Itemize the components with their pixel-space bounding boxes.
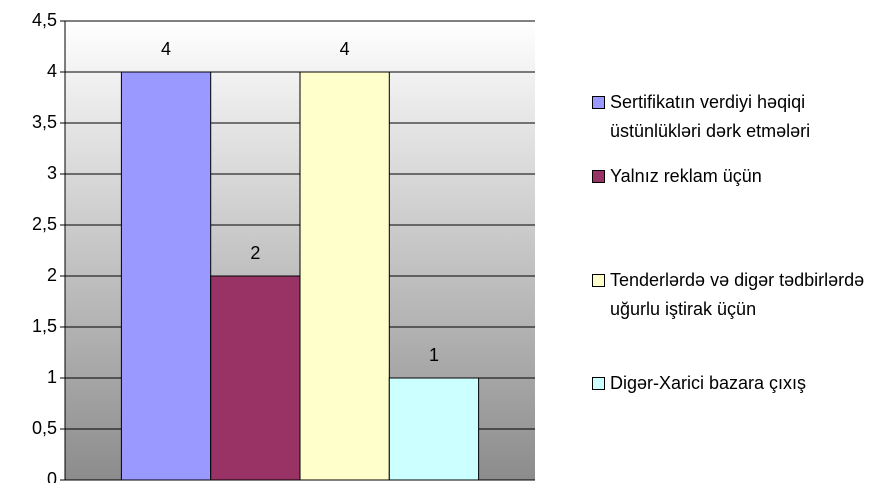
y-tick-label: 4,5	[32, 10, 57, 30]
y-tick-label: 1	[47, 367, 57, 387]
data-label: 4	[340, 39, 350, 59]
legend-item: Tenderlərdə və digər tədbirlərdə uğurlu …	[592, 266, 872, 324]
legend-label: Tenderlərdə və digər tədbirlərdə uğurlu …	[610, 270, 865, 319]
legend-item: Digər-Xarici bazara çıxış	[592, 369, 872, 398]
y-tick-label: 0	[47, 469, 57, 483]
bar	[210, 275, 301, 481]
legend-item: Sertifikatın verdiyi həqiqi üstünlükləri…	[592, 88, 872, 146]
legend-label: Sertifikatın verdiyi həqiqi üstünlükləri…	[610, 92, 811, 141]
legend-swatch	[592, 170, 605, 183]
bar	[388, 377, 480, 481]
y-tick-label: 0,5	[32, 418, 57, 438]
bar	[120, 71, 212, 481]
y-tick-label: 2,5	[32, 214, 57, 234]
y-tick-label: 3,5	[32, 112, 57, 132]
bar	[299, 71, 390, 481]
legend-label: Digər-Xarici bazara çıxış	[610, 373, 807, 393]
y-tick-label: 4	[47, 61, 57, 81]
legend-swatch	[592, 274, 605, 287]
y-tick-label: 1,5	[32, 316, 57, 336]
data-label: 2	[250, 243, 260, 263]
legend-item: Yalnız reklam üçün	[592, 162, 872, 191]
legend-swatch	[592, 96, 605, 109]
data-label: 1	[429, 345, 439, 365]
legend-label: Yalnız reklam üçün	[610, 166, 762, 186]
data-label: 4	[161, 39, 171, 59]
legend-swatch	[592, 377, 605, 390]
y-tick-label: 3	[47, 163, 57, 183]
y-tick-label: 2	[47, 265, 57, 285]
